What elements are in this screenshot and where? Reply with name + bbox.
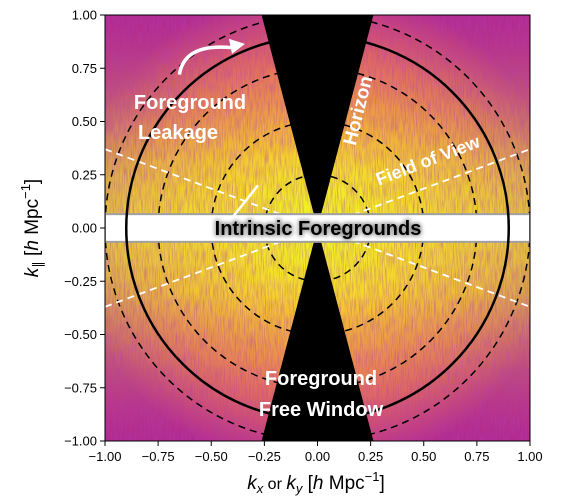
anno-intrinsic-group: Intrinsic Foregrounds Intrinsic Foregrou… xyxy=(214,217,423,241)
horizon-wedge-upper xyxy=(261,15,374,228)
anno-fg-free-line2: Free Window xyxy=(259,399,384,421)
leakage-marker-line xyxy=(231,184,259,219)
anno-fg-leakage-line2: Leakage xyxy=(138,122,218,144)
x-tick-label: −0.25 xyxy=(248,449,281,464)
y-tick-label: 0.00 xyxy=(72,221,97,236)
x-label-exp: −1 xyxy=(365,469,380,484)
y-label-exp: −1 xyxy=(18,184,33,199)
x-label-mpc: Mpc xyxy=(323,473,364,494)
solid-circle-ring xyxy=(125,35,510,421)
y-label-mpc: Mpc xyxy=(22,199,43,240)
x-label-mid: or xyxy=(263,476,286,493)
y-axis-label: k∥ [h Mpc−1] xyxy=(18,179,45,277)
y-tick-label: −1.00 xyxy=(64,434,97,449)
y-tick-label: 0.25 xyxy=(72,167,97,182)
anno-fg-free-line1: Foreground xyxy=(265,368,377,390)
y-tick-label: −0.50 xyxy=(64,327,97,342)
y-label-k: k xyxy=(22,266,43,277)
anno-fg-leakage-line1: Foreground xyxy=(134,92,246,114)
x-label-units-open: [ xyxy=(302,473,313,494)
x-tick-label: 0.50 xyxy=(411,449,436,464)
anno-foreground-leakage: Foreground Leakage xyxy=(134,92,246,144)
y-tick-label: −0.25 xyxy=(64,274,97,289)
fov-line-negative xyxy=(105,148,530,308)
heatmap-plot-area xyxy=(105,15,530,441)
y-tick-label: 0.75 xyxy=(72,61,97,76)
x-tick-label: 1.00 xyxy=(517,449,542,464)
x-tick-label: 0.00 xyxy=(305,449,330,464)
x-label-close: ] xyxy=(380,473,385,494)
x-tick-label: −0.50 xyxy=(195,449,228,464)
y-label-sub: ∥ xyxy=(30,261,45,268)
x-axis-label: kx or ky [h Mpc−1] xyxy=(247,469,385,496)
arrow-head xyxy=(229,38,245,54)
axis-ticks: −1.00 −0.75 −0.50 −0.25 0.00 0.25 0.50 0.75 1.00… xyxy=(64,8,543,465)
horizon-wedge-lower xyxy=(261,228,374,441)
fov-line-positive xyxy=(105,148,530,308)
intrinsic-foreground-band xyxy=(105,213,530,243)
x-tick-label: −1.00 xyxy=(89,449,122,464)
x-label-k1: k xyxy=(247,473,258,494)
anno-intrinsic-glow: Intrinsic Foregrounds xyxy=(215,218,422,240)
y-tick-label: 0.50 xyxy=(72,114,97,129)
y-tick-label: 1.00 xyxy=(72,8,97,23)
y-tick-label: −0.75 xyxy=(64,380,97,395)
x-label-sub1: x xyxy=(256,481,264,496)
x-label-h: h xyxy=(313,473,324,494)
y-label-h: h xyxy=(22,240,43,251)
x-tick-label: −0.75 xyxy=(142,449,175,464)
x-label-sub2: y xyxy=(295,481,304,496)
curved-arrow xyxy=(177,45,234,76)
x-tick-label: 0.25 xyxy=(358,449,383,464)
anno-intrinsic: Intrinsic Foregrounds xyxy=(215,218,422,240)
anno-fg-free-window: Foreground Free Window xyxy=(259,368,384,421)
y-label-units-open: [ xyxy=(22,250,43,261)
x-label-k2: k xyxy=(286,473,297,494)
x-tick-label: 0.75 xyxy=(464,449,489,464)
y-label-close: ] xyxy=(22,179,43,184)
